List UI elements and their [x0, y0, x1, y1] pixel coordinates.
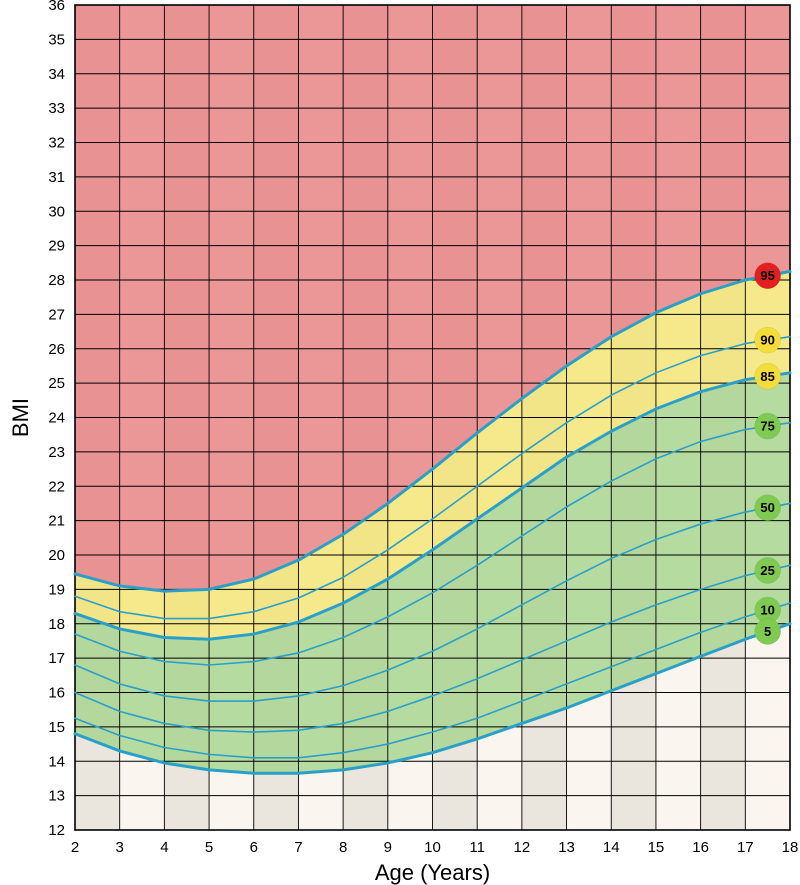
x-tick-label: 16: [692, 839, 709, 856]
y-tick-label: 15: [48, 719, 65, 736]
svg-text:50: 50: [760, 500, 774, 515]
x-tick-label: 17: [737, 839, 754, 856]
y-tick-label: 22: [48, 478, 65, 495]
x-tick-label: 11: [469, 839, 485, 856]
y-tick-label: 33: [48, 100, 65, 117]
y-tick-label: 31: [48, 169, 65, 186]
y-tick-label: 26: [48, 341, 65, 358]
y-tick-label: 29: [48, 238, 65, 255]
y-tick-label: 23: [48, 444, 65, 461]
y-tick-label: 34: [48, 66, 65, 83]
x-axis-label: Age (Years): [375, 860, 490, 885]
y-tick-label: 19: [48, 581, 65, 598]
badge-p50: 50: [755, 495, 781, 521]
x-tick-label: 14: [603, 839, 620, 856]
badge-p85: 85: [755, 363, 781, 389]
y-tick-label: 27: [48, 306, 65, 323]
y-tick-label: 18: [48, 616, 65, 633]
svg-text:25: 25: [760, 563, 774, 578]
bmi-percentile-chart: 2345678910111213141516171812131415161718…: [0, 0, 800, 885]
x-tick-label: 9: [384, 839, 392, 856]
x-tick-label: 4: [160, 839, 168, 856]
y-tick-label: 13: [48, 788, 65, 805]
y-tick-label: 35: [48, 31, 65, 48]
y-tick-label: 36: [48, 0, 65, 14]
badge-p75: 75: [755, 413, 781, 439]
y-tick-label: 17: [48, 650, 65, 667]
badge-p95: 95: [755, 263, 781, 289]
svg-text:5: 5: [764, 624, 771, 639]
y-tick-label: 12: [48, 822, 65, 839]
x-tick-label: 3: [116, 839, 124, 856]
y-tick-label: 16: [48, 685, 65, 702]
x-tick-label: 10: [424, 839, 441, 856]
x-tick-label: 7: [294, 839, 302, 856]
svg-text:85: 85: [760, 369, 774, 384]
y-axis-label: BMI: [8, 398, 33, 437]
x-tick-label: 2: [71, 839, 79, 856]
svg-text:90: 90: [760, 333, 774, 348]
badge-p25: 25: [755, 557, 781, 583]
svg-text:75: 75: [760, 419, 774, 434]
y-tick-label: 21: [48, 513, 65, 530]
x-tick-label: 6: [250, 839, 258, 856]
y-tick-label: 14: [48, 753, 65, 770]
y-tick-label: 32: [48, 135, 65, 152]
x-tick-label: 5: [205, 839, 213, 856]
svg-text:95: 95: [760, 268, 774, 283]
y-tick-label: 20: [48, 547, 65, 564]
x-tick-label: 12: [514, 839, 531, 856]
x-tick-label: 13: [558, 839, 575, 856]
badge-p5: 5: [755, 618, 781, 644]
y-tick-label: 24: [48, 410, 65, 427]
x-tick-label: 18: [782, 839, 799, 856]
y-tick-label: 28: [48, 272, 65, 289]
x-tick-label: 8: [339, 839, 347, 856]
x-tick-label: 15: [648, 839, 665, 856]
y-tick-label: 30: [48, 203, 65, 220]
badge-p90: 90: [755, 327, 781, 353]
svg-text:10: 10: [760, 603, 774, 618]
y-tick-label: 25: [48, 375, 65, 392]
